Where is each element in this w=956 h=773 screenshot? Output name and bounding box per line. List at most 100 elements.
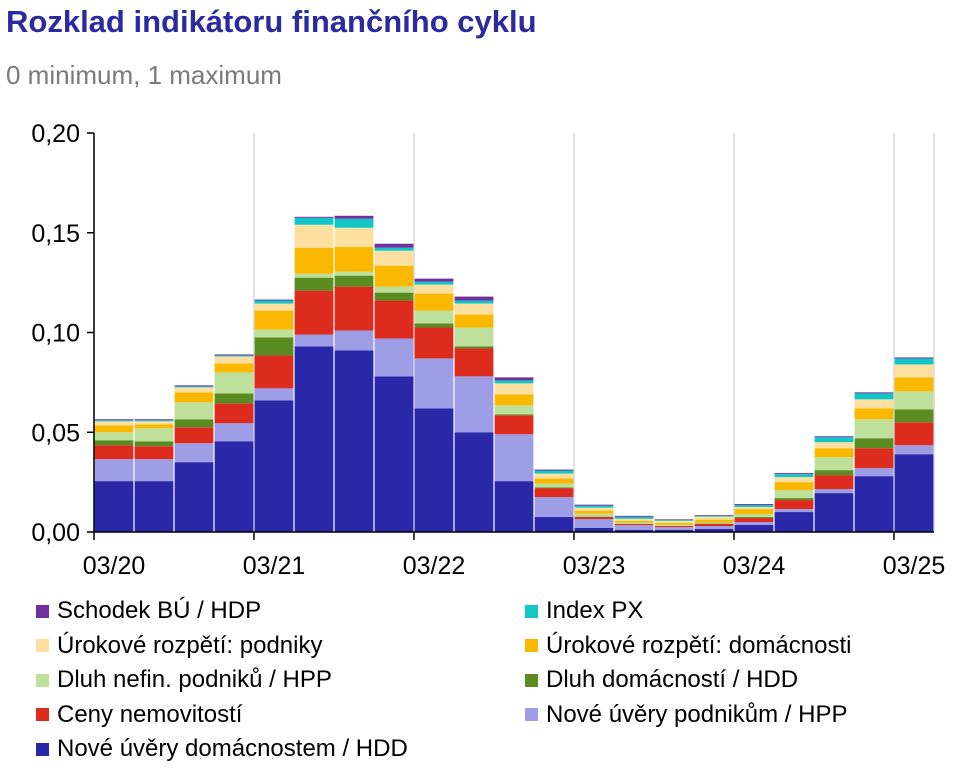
bar-segment — [494, 383, 534, 395]
bar-segment — [574, 504, 614, 506]
bar-segment — [214, 423, 254, 442]
legend-swatch — [36, 708, 49, 721]
bar-segment — [214, 372, 254, 394]
bar-segment — [94, 481, 134, 532]
bar-segment — [734, 505, 774, 508]
bar-segment — [414, 323, 454, 328]
bar-segment — [214, 441, 254, 532]
bar-segment — [294, 277, 334, 291]
bar-segment — [134, 424, 174, 429]
bar-segment — [334, 275, 374, 287]
bar-segment — [494, 481, 534, 532]
bar-segment — [374, 265, 414, 287]
bar-segment — [494, 394, 534, 406]
bar-segment — [294, 273, 334, 278]
bar-segment — [174, 419, 214, 428]
bar-segment — [414, 278, 454, 282]
bar-segment — [94, 459, 134, 482]
bar-segment — [454, 303, 494, 315]
bar-segment — [614, 525, 654, 531]
bar-segment — [614, 518, 654, 521]
bar-segment — [734, 507, 774, 510]
bar-segment — [254, 400, 294, 532]
bar-segment — [494, 380, 534, 384]
bar-segment — [174, 427, 214, 444]
y-tick-label: 0,00 — [31, 519, 80, 547]
bar-segment — [654, 520, 694, 523]
bar-segment — [214, 363, 254, 373]
bar-segment — [774, 474, 814, 478]
bar-segment — [94, 425, 134, 433]
bar-segment — [254, 337, 294, 356]
bar-segment — [894, 445, 934, 455]
bar-segment — [814, 437, 854, 443]
bar-segment — [454, 346, 494, 349]
bar-segment — [894, 409, 934, 423]
bar-segment — [374, 286, 414, 293]
bar-segment — [654, 526, 694, 528]
bar-segment — [454, 296, 494, 301]
bar-segment — [94, 440, 134, 446]
legend-item: Index PX — [525, 596, 643, 626]
legend-swatch — [36, 673, 49, 687]
bar-segment — [254, 310, 294, 330]
bar-segment — [894, 454, 934, 532]
bar-segment — [694, 519, 734, 523]
bar-segment — [414, 284, 454, 294]
bar-segment — [534, 470, 574, 474]
bar-segment — [814, 475, 854, 490]
bar-segment — [814, 442, 854, 449]
axis-layer: 0,00 0,05 0,10 0,15 0,20 03/20 03/21 03/22 03/23… — [31, 120, 945, 580]
bar-segment — [534, 488, 574, 498]
bar-segment — [534, 483, 574, 488]
bar-segment — [214, 354, 254, 356]
bar-segment — [294, 216, 334, 218]
legend-item: Nové úvěry domácnostem / HDD — [36, 734, 408, 764]
bar-segment — [614, 522, 654, 524]
legend-item: Ceny nemovitostí — [36, 700, 242, 730]
legend-item: Úrokové rozpětí: domácnosti — [525, 631, 851, 661]
bar-segment — [774, 498, 814, 501]
bar-segment — [414, 408, 454, 532]
x-tick-label: 03/23 — [563, 552, 626, 580]
legend-item: Nové úvěry podnikům / HPP — [525, 700, 847, 730]
bar-segment — [334, 227, 374, 247]
bars-layer — [94, 215, 934, 532]
bar-segment — [334, 330, 374, 351]
bar-segment — [854, 419, 894, 439]
bar-segment — [374, 243, 414, 248]
bar-segment — [334, 246, 374, 272]
bar-segment — [174, 385, 214, 387]
bar-segment — [654, 522, 694, 525]
legend-swatch — [525, 604, 538, 618]
bar-segment — [814, 436, 854, 438]
bar-segment — [334, 271, 374, 276]
chart-title: Rozklad indikátoru finančního cyklu — [6, 4, 537, 39]
bar-segment — [134, 446, 174, 460]
bar-segment — [694, 515, 734, 517]
bar-segment — [214, 355, 254, 357]
y-tick-label: 0,05 — [31, 419, 80, 447]
bar-segment — [734, 517, 774, 519]
bar-segment — [774, 512, 814, 532]
bar-segment — [614, 524, 654, 526]
bar-segment — [134, 428, 174, 442]
bar-segment — [814, 470, 854, 476]
bar-segment — [374, 247, 414, 251]
bar-segment — [574, 513, 614, 517]
bar-segment — [854, 393, 894, 400]
legend-label: Dluh nefin. podniků / HPP — [57, 666, 332, 693]
bar-segment — [454, 432, 494, 532]
bar-segment — [774, 490, 814, 499]
bar-segment — [854, 448, 894, 469]
bar-segment — [334, 218, 374, 228]
bar-segment — [574, 517, 614, 520]
bar-segment — [534, 487, 574, 489]
bar-segment — [574, 510, 614, 514]
y-tick-label: 0,20 — [31, 120, 80, 148]
bar-segment — [814, 489, 854, 494]
bar-segment — [574, 519, 614, 529]
bar-segment — [574, 505, 614, 508]
bar-segment — [734, 518, 774, 523]
